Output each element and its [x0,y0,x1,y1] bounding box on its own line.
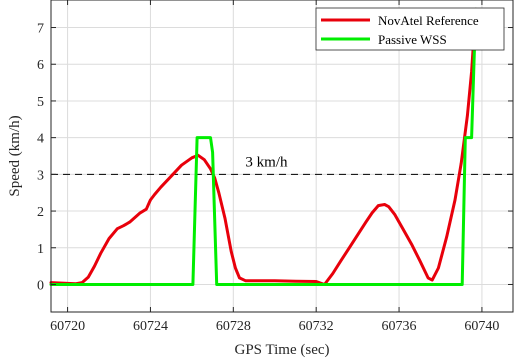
x-tick-label: 60732 [299,319,334,334]
y-tick-label: 6 [37,58,44,73]
y-tick-label: 7 [37,22,44,37]
y-tick-label: 2 [37,205,44,220]
x-tick-label: 60724 [133,319,168,334]
legend-box [315,7,505,51]
threshold-label: 3 km/h [245,154,288,170]
plot-background [51,0,513,312]
x-tick-label: 60720 [50,319,85,334]
plot-frame [50,0,514,313]
y-tick-label: 0 [37,278,44,293]
x-axis-ticks: 60720 60724 60728 60732 60736 60740 [50,0,499,334]
series-lines [49,7,478,286]
x-axis-title: GPS Time (sec) [234,342,329,358]
y-tick-label: 4 [37,132,44,147]
reference-line-group: 3 km/h [51,154,513,175]
x-tick-label: 60740 [464,319,499,334]
x-tick-label: 60728 [216,319,251,334]
legend: NovAtel Reference Passive WSS [315,7,505,51]
y-axis-title: Speed (km/h) [7,115,23,196]
y-tick-label: 3 [37,168,44,183]
legend-label-passive-wss: Passive WSS [378,32,447,47]
y-tick-label: 1 [37,242,44,257]
legend-label-novatel: NovAtel Reference [378,13,479,28]
y-tick-label: 5 [37,95,44,110]
series-line-passive-wss [49,7,478,286]
x-tick-label: 60736 [382,319,417,334]
series-line-novatel [49,7,478,286]
y-axis-ticks: 0 1 2 3 4 5 6 7 [37,22,513,293]
